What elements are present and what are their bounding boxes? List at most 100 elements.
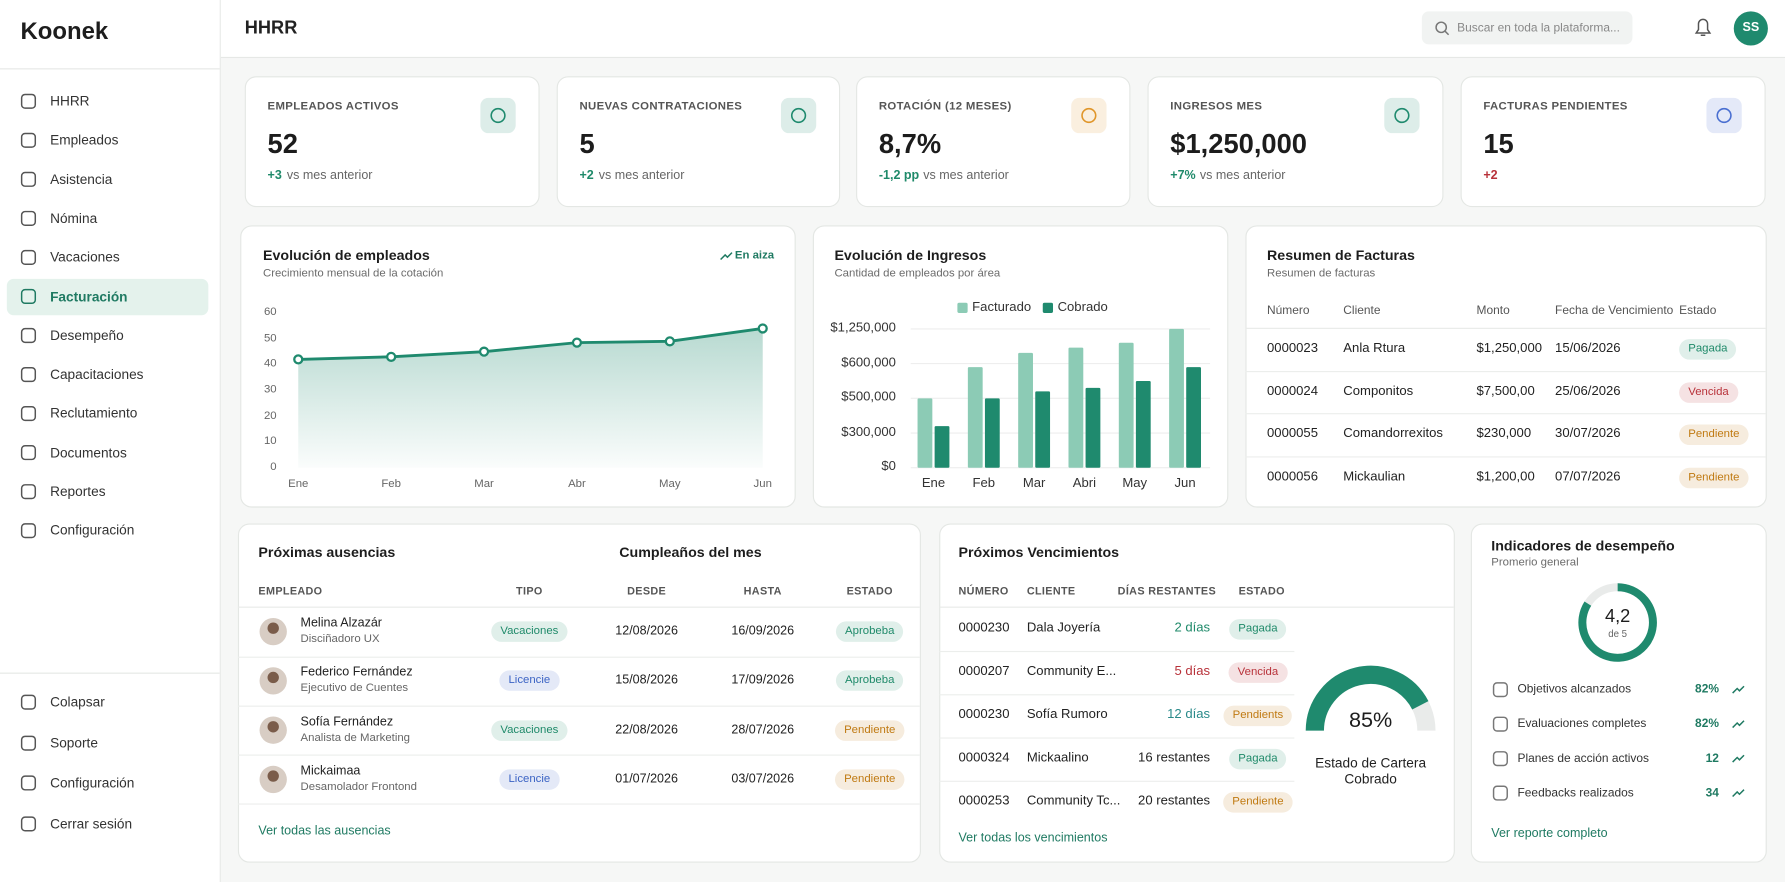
legend-label: Cobrado [1057,300,1108,315]
nav-item[interactable]: Reportes [50,483,106,500]
type-badge: Vacaciones [491,719,568,741]
y-tick-label: $600,000 [841,355,896,370]
table-cell: 15/06/2026 [1555,341,1621,356]
donut-value-label: 4,2 [1604,607,1631,627]
nav-item[interactable]: Reclutamiento [50,405,138,422]
search-input[interactable]: Buscar en toda la plataforma... [1457,20,1620,35]
footer-item[interactable]: Cerrar sesión [50,815,133,832]
card [1245,225,1767,508]
days-left: 5 días [1174,664,1211,679]
search-box [1421,11,1633,45]
employee-role: Ejecutivo de Cuentes [300,682,409,695]
y-tick-label: 30 [263,383,277,397]
column-header: EMPLEADO [258,585,323,598]
status-badge: Vencida [1228,662,1288,683]
kpi-value: 15 [1483,129,1514,161]
nav-item[interactable]: Asistencia [50,171,113,188]
kpi-icon [1384,97,1420,134]
status-badge: Pagada [1679,339,1737,360]
nav-item[interactable]: HHRR [50,93,90,110]
row-divider [939,650,1295,653]
row-divider [939,606,1454,608]
kpi-icon [480,97,516,134]
nav-item[interactable]: Configuración [50,522,135,539]
card-title: Próximos Vencimientos [958,544,1120,561]
table-cell: 0000253 [958,794,1010,809]
nav-item[interactable]: Capacitaciones [50,366,144,383]
table-cell: 0000056 [1267,469,1319,484]
card-title: Cumpleaños del mes [619,544,762,561]
table-cell: $1,250,000 [1476,341,1543,356]
status-badge: Aprobeba [835,621,904,642]
y-tick-label: 0 [270,460,277,474]
y-tick-label: 10 [263,435,277,448]
row-divider [1245,327,1766,329]
table-cell: Community Tc... [1026,794,1121,809]
column-header: DESDE [627,585,667,598]
kpi-value: 5 [579,129,595,161]
avatar-initials[interactable]: SS [1742,20,1760,35]
link[interactable]: Ver todas las ausencias [258,824,391,839]
row-divider [237,754,920,756]
column-header: CLIENTE [1026,585,1076,598]
employee-name: Melina Alzazár [300,616,382,630]
status-badge: Pendiente [1679,467,1749,488]
sidebar-divider [0,672,220,674]
nav-item[interactable]: Empleados [50,132,119,149]
indicator-label: Objetivos alcanzados [1517,682,1632,697]
x-tick-label: Mar [474,477,494,491]
footer-item[interactable]: Colapsar [50,693,105,710]
table-cell: 01/07/2026 [615,771,678,786]
link[interactable]: Ver todas los vencimientos [958,831,1108,845]
indicator-label: Feedbacks realizados [1517,785,1634,800]
kpi-note: vs mes anterior [923,168,1009,183]
kpi-note: vs mes anterior [1199,168,1286,183]
table-cell: 0000230 [958,707,1010,722]
type-badge: Vacaciones [491,621,568,642]
table-cell: Dala Joyería [1026,621,1101,636]
chart-subtitle: Cantidad de empleados por área [834,267,1001,280]
legend-label: Facturado [972,300,1032,315]
kpi-value: 52 [267,129,298,161]
row-divider [237,656,920,658]
table-cell: Mickaalino [1026,751,1089,765]
table-cell: $230,000 [1476,426,1532,441]
footer-item[interactable]: Configuración [50,774,135,791]
card [1470,523,1767,863]
table-cell: $1,200,00 [1476,469,1535,484]
card [939,523,1455,863]
nav-item[interactable]: Facturación [50,288,128,305]
days-left: 20 restantes [1138,794,1211,809]
x-tick-label: Jun [753,477,772,491]
kpi-delta: -1,2 pp [878,168,920,183]
indicator-value: 34 [1705,785,1719,800]
nav-item[interactable]: Desempeño [50,327,124,344]
table-cell: 12/08/2026 [615,624,678,638]
row-divider [939,737,1295,739]
y-tick-label: $1,250,000 [830,321,896,335]
nav-item[interactable]: Vacaciones [50,249,120,266]
x-tick-label: May [659,477,681,491]
kpi-icon [1071,97,1107,134]
chart-title: Evolución de Ingresos [834,247,987,264]
days-left: 16 restantes [1138,751,1211,765]
table-cell: 25/06/2026 [1555,384,1621,398]
column-header: Número [1267,303,1310,318]
kpi-label: INGRESOS MES [1170,100,1263,113]
indicator-value: 82% [1695,682,1719,697]
link[interactable]: Ver reporte completo [1491,826,1608,841]
nav-item[interactable]: Documentos [50,444,127,461]
card [237,523,921,863]
brand: Koonek [20,18,109,45]
nav-active [6,278,209,315]
column-header: TIPO [516,585,543,598]
x-tick-label: Feb [972,476,996,491]
column-header: Fecha de Vencimiento [1555,303,1674,318]
table-cell: 0000230 [958,621,1010,636]
status-badge: Pagada [1229,619,1287,640]
nav-item[interactable]: Nómina [50,210,98,227]
footer-item[interactable]: Soporte [50,734,98,751]
table-cell: Comandorrexitos [1343,426,1443,441]
